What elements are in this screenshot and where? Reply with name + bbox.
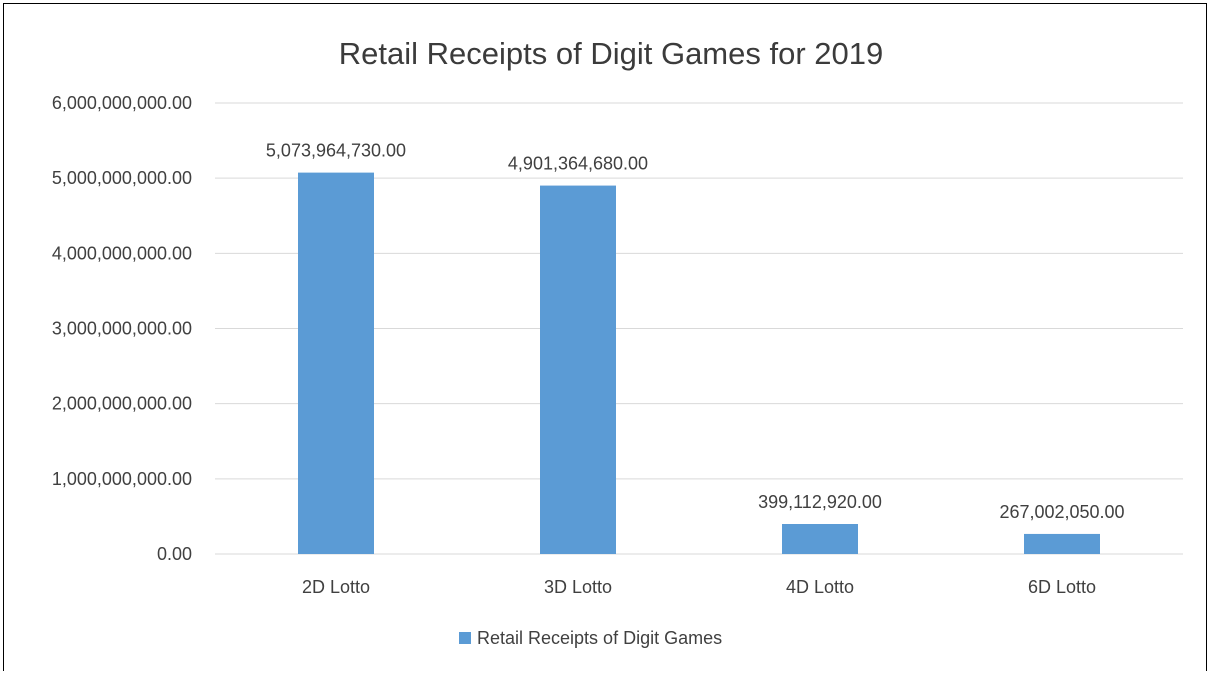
legend-swatch	[459, 632, 471, 644]
grid-lines	[215, 102, 1183, 555]
data-labels: 5,073,964,730.00 4,901,364,680.00 399,112,…	[266, 141, 1125, 522]
y-axis-ticks: 0.00 1,000,000,000.00 2,000,000,000.00 3,00…	[52, 93, 192, 564]
x-tick-label: 3D Lotto	[544, 577, 612, 597]
bar	[298, 172, 374, 554]
x-axis-categories: 2D Lotto 3D Lotto 4D Lotto 6D Lotto	[302, 577, 1096, 597]
legend-label: Retail Receipts of Digit Games	[477, 628, 722, 648]
x-tick-label: 2D Lotto	[302, 577, 370, 597]
y-tick-label: 4,000,000,000.00	[52, 243, 192, 263]
data-label: 4,901,364,680.00	[508, 154, 648, 174]
bars	[298, 172, 1100, 554]
x-tick-label: 4D Lotto	[786, 577, 854, 597]
bar	[782, 524, 858, 554]
data-label: 399,112,920.00	[758, 492, 882, 512]
data-label: 267,002,050.00	[999, 502, 1124, 522]
x-tick-label: 6D Lotto	[1028, 577, 1096, 597]
y-tick-label: 5,000,000,000.00	[52, 168, 192, 188]
y-tick-label: 6,000,000,000.00	[52, 93, 192, 113]
y-tick-label: 3,000,000,000.00	[52, 319, 192, 339]
y-tick-label: 1,000,000,000.00	[52, 469, 192, 489]
bar	[1024, 533, 1100, 554]
bar	[540, 185, 616, 554]
y-tick-label: 0.00	[157, 544, 192, 564]
data-label: 5,073,964,730.00	[266, 141, 406, 161]
chart-title: Retail Receipts of Digit Games for 2019	[339, 36, 883, 71]
y-tick-label: 2,000,000,000.00	[52, 394, 192, 414]
legend: Retail Receipts of Digit Games	[459, 628, 722, 648]
